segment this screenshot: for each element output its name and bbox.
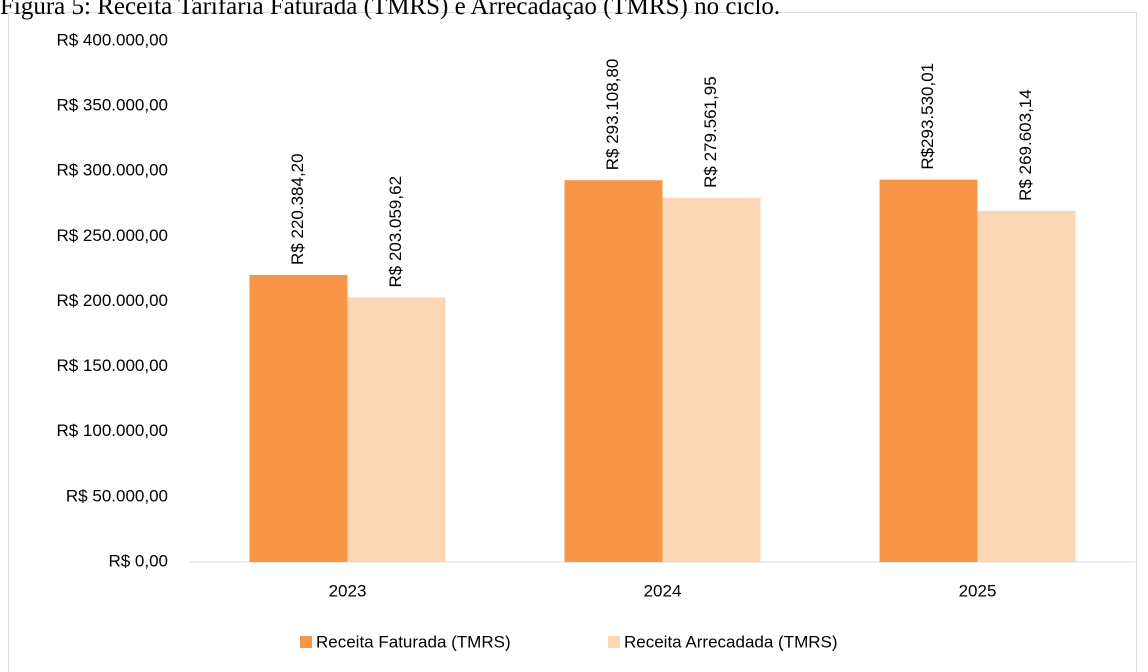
x-tick-label: 2023 <box>329 581 367 600</box>
data-label: R$ 293.108,80 <box>603 59 622 171</box>
legend-swatch <box>300 636 312 648</box>
x-tick-label: 2025 <box>959 581 997 600</box>
y-tick-label: R$ 50.000,00 <box>66 486 168 505</box>
data-label: R$ 269.603,14 <box>1016 89 1035 201</box>
data-label: R$ 220.384,20 <box>288 153 307 265</box>
y-tick-label: R$ 400.000,00 <box>56 30 168 49</box>
legend-label: Receita Arrecadada (TMRS) <box>624 632 838 651</box>
y-tick-label: R$ 150.000,00 <box>56 356 168 375</box>
legend-swatch <box>608 636 620 648</box>
bar <box>879 179 978 562</box>
chart-title: Figura 5: Receita Tarifária Faturada (TM… <box>0 0 780 20</box>
bar <box>662 197 761 563</box>
y-tick-label: R$ 200.000,00 <box>56 291 168 310</box>
legend-label: Receita Faturada (TMRS) <box>316 632 511 651</box>
data-label: R$293.530,01 <box>918 63 937 170</box>
bar <box>249 274 348 562</box>
y-tick-label: R$ 0,00 <box>108 551 168 570</box>
data-label: R$ 203.059,62 <box>386 176 405 288</box>
y-tick-label: R$ 350.000,00 <box>56 96 168 115</box>
bar <box>977 210 1076 562</box>
x-tick-label: 2024 <box>644 581 682 600</box>
bar <box>347 297 446 562</box>
y-tick-label: R$ 300.000,00 <box>56 161 168 180</box>
bar <box>564 180 663 563</box>
y-tick-label: R$ 250.000,00 <box>56 226 168 245</box>
data-label: R$ 279.561,95 <box>701 76 720 188</box>
y-tick-label: R$ 100.000,00 <box>56 421 168 440</box>
